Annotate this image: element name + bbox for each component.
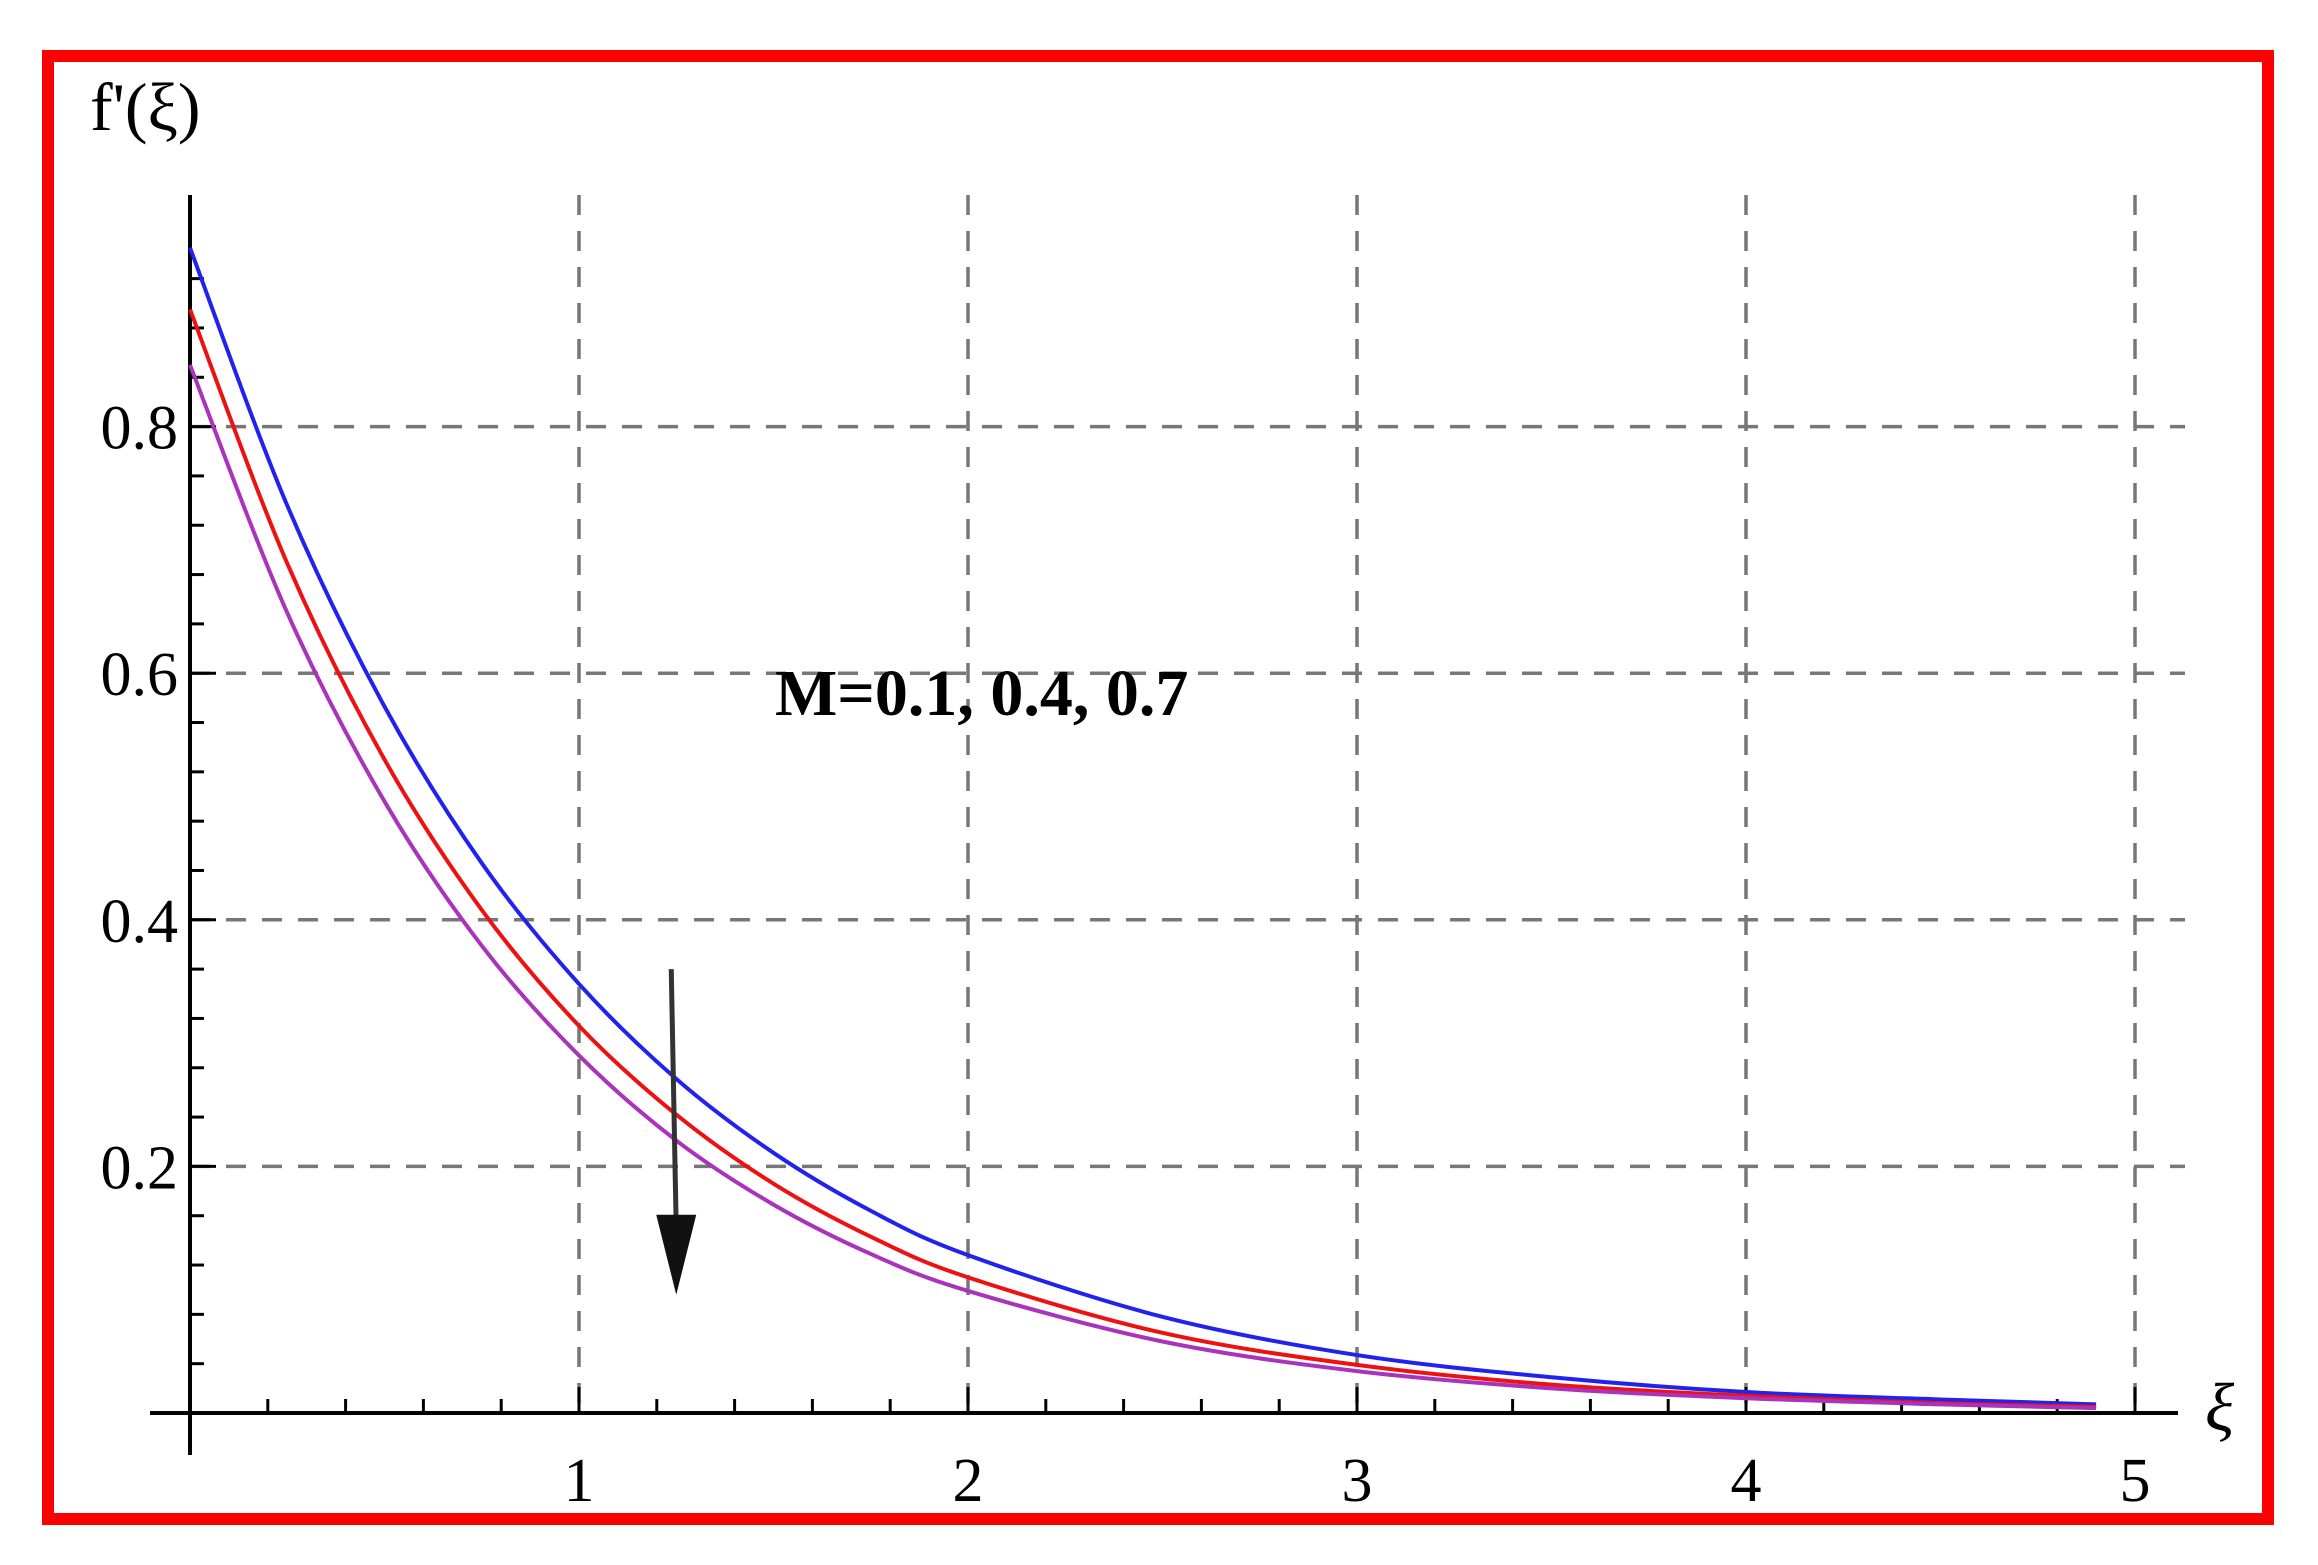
series-line-2 (188, 308, 2097, 1409)
axis-ticks: 1 2 3 4 5 0.2 0.4 0.6 0.8 (101, 277, 2151, 1515)
direction-arrow (656, 969, 697, 1295)
x-tick-label: 2 (953, 1447, 984, 1515)
series-line-1 (188, 247, 2097, 1407)
grid-lines (190, 195, 2185, 1413)
x-tick-label: 3 (1342, 1447, 1373, 1515)
series-line-3 (188, 364, 2097, 1411)
y-tick-label: 0.4 (101, 888, 179, 956)
y-tick-label: 0.8 (101, 395, 179, 463)
arrow-shaft (668, 969, 679, 1230)
axes (150, 195, 2178, 1455)
y-tick-label: 0.2 (101, 1134, 179, 1202)
chart-annotation: M=0.1, 0.4, 0.7 (775, 657, 1188, 730)
chart-frame (42, 50, 2274, 1525)
arrow-head (656, 1214, 697, 1295)
x-tick-label: 5 (2120, 1447, 2151, 1515)
y-tick-label: 0.6 (101, 641, 179, 709)
x-tick-label: 1 (564, 1447, 595, 1515)
x-tick-label: 4 (1731, 1447, 1762, 1515)
y-axis-title: f'(ξ) (90, 69, 201, 145)
x-axis-title: ξ (2205, 1369, 2235, 1445)
series-lines (188, 247, 2097, 1411)
